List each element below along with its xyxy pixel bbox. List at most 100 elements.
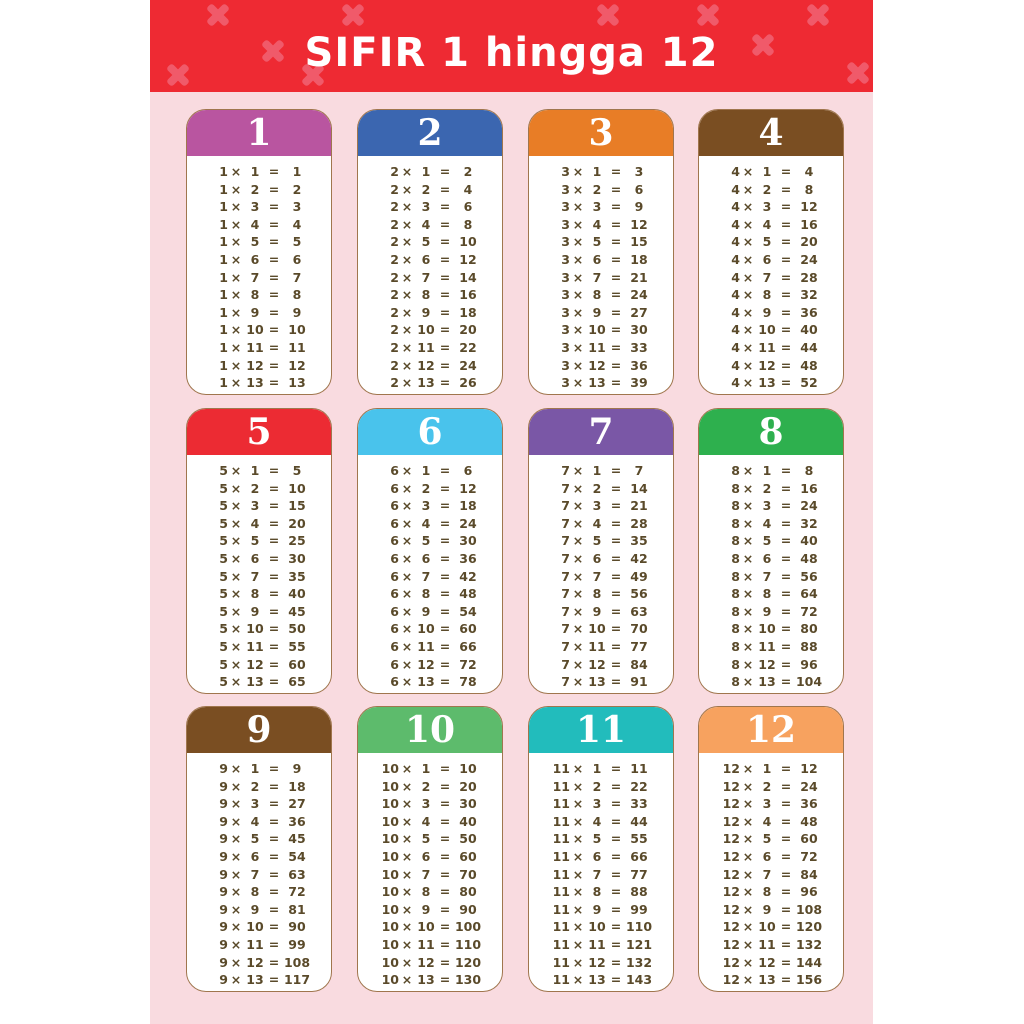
multiplicand: 12 bbox=[722, 778, 740, 794]
product: 5 bbox=[292, 463, 302, 478]
product: 104 bbox=[795, 674, 823, 690]
multiplier: 11 bbox=[417, 339, 435, 355]
times-sign: × bbox=[401, 586, 413, 602]
equals-sign: = bbox=[610, 638, 622, 654]
multiplier: 11 bbox=[758, 339, 776, 355]
times-sign: × bbox=[230, 269, 242, 285]
equals-sign: = bbox=[439, 586, 451, 602]
times-table-card-1: 1 1 × 1 = 1 1 × 2 = 2 1 × 3 = 3 1 × 4 = 4 1 × 5 = 5 1 × 6 = 6 1 × 7 = 7 1 × 8 =… bbox=[186, 109, 332, 395]
times-table-card-11: 11 11 × 1 = 11 11 × 2 = 22 11 × 3 = 33 11 × 4 = 44 11 × 5 = 55 11 ×… bbox=[528, 706, 674, 992]
equals-sign: = bbox=[268, 813, 280, 829]
multiplicand: 7 bbox=[561, 621, 570, 637]
equals-sign: = bbox=[610, 322, 622, 338]
times-sign: × bbox=[401, 621, 413, 637]
multiplicand: 10 bbox=[381, 919, 399, 935]
equals-sign: = bbox=[610, 463, 622, 478]
table-row: 3 × 4 = 12 bbox=[529, 216, 673, 234]
multiplicand: 8 bbox=[731, 515, 740, 531]
times-sign: × bbox=[572, 919, 584, 935]
table-row: 8 × 9 = 72 bbox=[699, 603, 843, 621]
product: 44 bbox=[630, 813, 648, 829]
multiplier: 10 bbox=[758, 621, 776, 637]
table-row: 5 × 10 = 50 bbox=[187, 620, 331, 638]
table-row: 10 × 5 = 50 bbox=[358, 830, 502, 848]
multiplier: 5 bbox=[592, 533, 602, 549]
times-sign: × bbox=[230, 216, 242, 232]
multiplier: 5 bbox=[421, 831, 431, 847]
table-row: 10 × 11 = 110 bbox=[358, 936, 502, 954]
times-sign: × bbox=[742, 568, 754, 584]
multiplicand: 6 bbox=[390, 533, 399, 549]
multiplier: 11 bbox=[246, 638, 264, 654]
table-row: 8 × 1 = 8 bbox=[699, 462, 843, 480]
multiplier: 13 bbox=[246, 674, 264, 690]
times-sign: × bbox=[401, 251, 413, 267]
product: 33 bbox=[630, 339, 648, 355]
product: 25 bbox=[288, 533, 306, 549]
times-sign: × bbox=[401, 498, 413, 514]
times-sign: × bbox=[401, 936, 413, 952]
table-row: 9 × 9 = 81 bbox=[187, 901, 331, 919]
multiplicand: 2 bbox=[390, 304, 399, 320]
equals-sign: = bbox=[268, 287, 280, 303]
equals-sign: = bbox=[610, 375, 622, 391]
multiplicand: 7 bbox=[561, 498, 570, 514]
multiplier: 12 bbox=[417, 656, 435, 672]
equals-sign: = bbox=[439, 884, 451, 900]
equals-sign: = bbox=[780, 533, 792, 549]
multiplicand: 1 bbox=[219, 199, 228, 215]
product: 48 bbox=[800, 357, 818, 373]
equals-sign: = bbox=[268, 568, 280, 584]
product: 18 bbox=[459, 498, 477, 514]
product: 48 bbox=[800, 813, 818, 829]
multiplier: 12 bbox=[246, 357, 264, 373]
table-row: 2 × 11 = 22 bbox=[358, 339, 502, 357]
table-row: 10 × 13 = 130 bbox=[358, 971, 502, 989]
times-sign: × bbox=[401, 972, 413, 988]
times-sign: × bbox=[742, 638, 754, 654]
multiplicand: 12 bbox=[722, 796, 740, 812]
table-row: 9 × 1 = 9 bbox=[187, 760, 331, 778]
table-row: 3 × 7 = 21 bbox=[529, 269, 673, 287]
multiplicand: 4 bbox=[731, 339, 740, 355]
equals-sign: = bbox=[610, 480, 622, 496]
times-sign: × bbox=[230, 304, 242, 320]
times-sign: × bbox=[572, 972, 584, 988]
equals-sign: = bbox=[610, 181, 622, 197]
multiplicand: 2 bbox=[390, 322, 399, 338]
table-row: 4 × 9 = 36 bbox=[699, 304, 843, 322]
multiplier: 12 bbox=[758, 656, 776, 672]
equals-sign: = bbox=[268, 339, 280, 355]
product: 13 bbox=[288, 375, 306, 391]
product: 7 bbox=[292, 269, 302, 285]
table-row: 6 × 4 = 24 bbox=[358, 515, 502, 533]
times-sign: × bbox=[572, 638, 584, 654]
times-sign: × bbox=[572, 656, 584, 672]
equals-sign: = bbox=[439, 550, 451, 566]
table-row: 2 × 10 = 20 bbox=[358, 321, 502, 339]
table-row: 7 × 4 = 28 bbox=[529, 515, 673, 533]
times-sign: × bbox=[742, 287, 754, 303]
multiplicand: 5 bbox=[219, 674, 228, 690]
table-row: 7 × 13 = 91 bbox=[529, 673, 673, 691]
multiplicand: 8 bbox=[731, 621, 740, 637]
multiplier: 11 bbox=[588, 936, 606, 952]
product: 22 bbox=[459, 339, 477, 355]
product: 66 bbox=[459, 638, 477, 654]
multiplicand: 9 bbox=[219, 778, 228, 794]
table-row: 4 × 2 = 8 bbox=[699, 181, 843, 199]
times-sign: × bbox=[230, 831, 242, 847]
table-row: 12 × 8 = 96 bbox=[699, 883, 843, 901]
multiplier: 2 bbox=[592, 778, 602, 794]
multiplicand: 9 bbox=[219, 761, 228, 776]
table-row: 7 × 7 = 49 bbox=[529, 568, 673, 586]
table-row: 3 × 6 = 18 bbox=[529, 251, 673, 269]
multiplier: 12 bbox=[246, 954, 264, 970]
multiplicand: 8 bbox=[731, 568, 740, 584]
times-sign: × bbox=[572, 568, 584, 584]
times-sign: × bbox=[572, 884, 584, 900]
times-sign: × bbox=[742, 656, 754, 672]
times-sign: × bbox=[230, 603, 242, 619]
multiplier: 11 bbox=[758, 638, 776, 654]
times-sign: × bbox=[742, 621, 754, 637]
